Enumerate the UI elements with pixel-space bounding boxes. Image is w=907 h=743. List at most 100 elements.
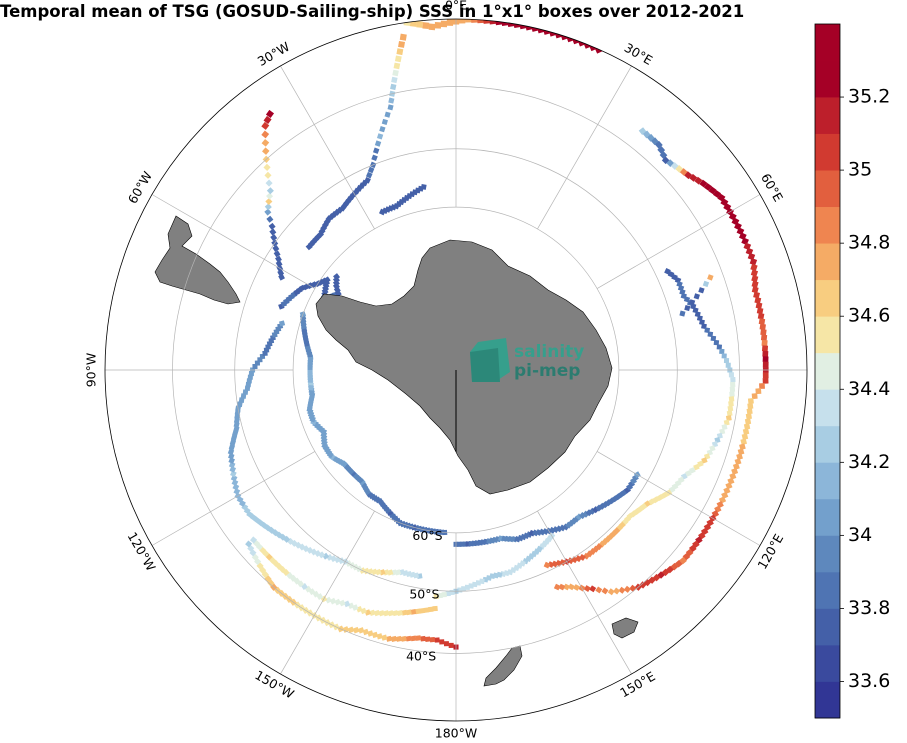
sss-box xyxy=(762,350,769,357)
sss-box xyxy=(410,635,417,642)
sss-box xyxy=(697,460,704,468)
sss-box xyxy=(428,606,434,613)
sss-box xyxy=(761,339,768,347)
antarctica xyxy=(315,239,613,495)
sss-box xyxy=(751,280,759,288)
sss-box xyxy=(745,413,752,420)
sss-box xyxy=(429,636,436,643)
sss-box xyxy=(375,568,382,576)
sss-box xyxy=(423,607,430,613)
sss-box xyxy=(727,405,734,412)
sss-box xyxy=(758,318,766,325)
colorbar-bin xyxy=(815,206,840,244)
colorbar-bin xyxy=(815,60,840,98)
sss-box xyxy=(228,443,236,451)
sss-box xyxy=(249,536,258,544)
sss-box xyxy=(730,377,736,383)
sss-box xyxy=(367,166,375,174)
colorbar-bin xyxy=(815,681,840,719)
sss-box xyxy=(396,48,404,56)
meridian-line xyxy=(537,510,632,675)
meridian-line xyxy=(537,65,632,230)
sss-box xyxy=(400,635,407,642)
sss-box xyxy=(329,597,337,605)
sss-box xyxy=(729,386,736,393)
sss-box xyxy=(736,453,743,461)
sss-box xyxy=(747,252,756,261)
sss-box xyxy=(230,470,237,478)
sss-box xyxy=(268,222,276,230)
sss-box xyxy=(228,453,235,460)
sss-box xyxy=(405,635,412,642)
longitude-label: 90°W xyxy=(84,353,99,388)
latitude-label: 60°S xyxy=(412,528,442,543)
sss-box xyxy=(263,163,271,171)
sss-box xyxy=(228,461,236,469)
colorbar-frame xyxy=(814,23,841,719)
colorbar-tick-label: 34.4 xyxy=(848,378,890,400)
longitude-label: 150°W xyxy=(252,667,296,701)
sss-box xyxy=(414,608,421,615)
sss-box xyxy=(264,203,272,211)
colorbar-bin xyxy=(815,97,840,134)
meridian-line xyxy=(280,510,375,675)
sss-box xyxy=(242,389,249,395)
map-boundary xyxy=(104,18,808,722)
sss-box xyxy=(694,176,703,185)
colorbar-tick-label: 33.6 xyxy=(848,670,890,692)
sss-box xyxy=(762,377,769,384)
sss-box xyxy=(265,109,275,119)
colorbar-bin xyxy=(815,24,840,61)
sss-box xyxy=(707,331,714,338)
sss-box xyxy=(334,598,342,606)
sss-box xyxy=(443,641,450,647)
sss-box xyxy=(762,372,769,379)
colorbar-tick-label: 34.8 xyxy=(848,232,890,254)
sss-box xyxy=(701,457,708,464)
sss-box xyxy=(750,263,758,272)
sss-box xyxy=(702,280,710,288)
sss-box xyxy=(369,609,376,616)
sss-box xyxy=(439,639,445,645)
sss-box xyxy=(553,583,561,591)
sss-box xyxy=(379,569,386,576)
sss-box xyxy=(392,69,399,77)
sss-box xyxy=(751,286,759,294)
colorbar-bin xyxy=(815,535,840,573)
sss-box xyxy=(371,568,378,576)
sss-box xyxy=(595,586,603,594)
sss-box xyxy=(266,215,274,223)
sss-box xyxy=(719,348,725,355)
sss-box xyxy=(458,19,466,24)
sss-box xyxy=(342,626,350,633)
sss-box xyxy=(737,448,745,456)
sss-box xyxy=(698,287,705,294)
colorbar-bin xyxy=(815,279,840,317)
sss-box xyxy=(272,245,280,252)
colorbar-bin xyxy=(815,644,840,682)
sss-box xyxy=(558,583,566,591)
sss-box xyxy=(729,472,737,480)
sss-box xyxy=(716,344,723,350)
sss-box xyxy=(739,443,746,451)
sss-box xyxy=(227,448,235,456)
sss-box xyxy=(732,463,740,470)
sss-box xyxy=(390,635,397,642)
sss-box xyxy=(725,415,732,422)
sss-box xyxy=(236,401,243,408)
sss-box xyxy=(265,197,273,206)
colorbar-tick-label: 35 xyxy=(848,159,872,181)
sss-box xyxy=(713,339,720,346)
sss-box xyxy=(410,608,417,615)
logo-mark-shade xyxy=(470,348,500,382)
sss-box xyxy=(385,635,393,642)
sss-box xyxy=(728,372,734,378)
sss-box xyxy=(689,299,696,306)
colorbar-tick-label: 35.2 xyxy=(848,86,890,108)
sss-box xyxy=(746,408,753,415)
south-america xyxy=(154,215,241,305)
sss-box xyxy=(689,173,698,182)
sss-box xyxy=(230,434,238,441)
sss-box xyxy=(270,234,278,242)
sss-box xyxy=(761,345,769,352)
